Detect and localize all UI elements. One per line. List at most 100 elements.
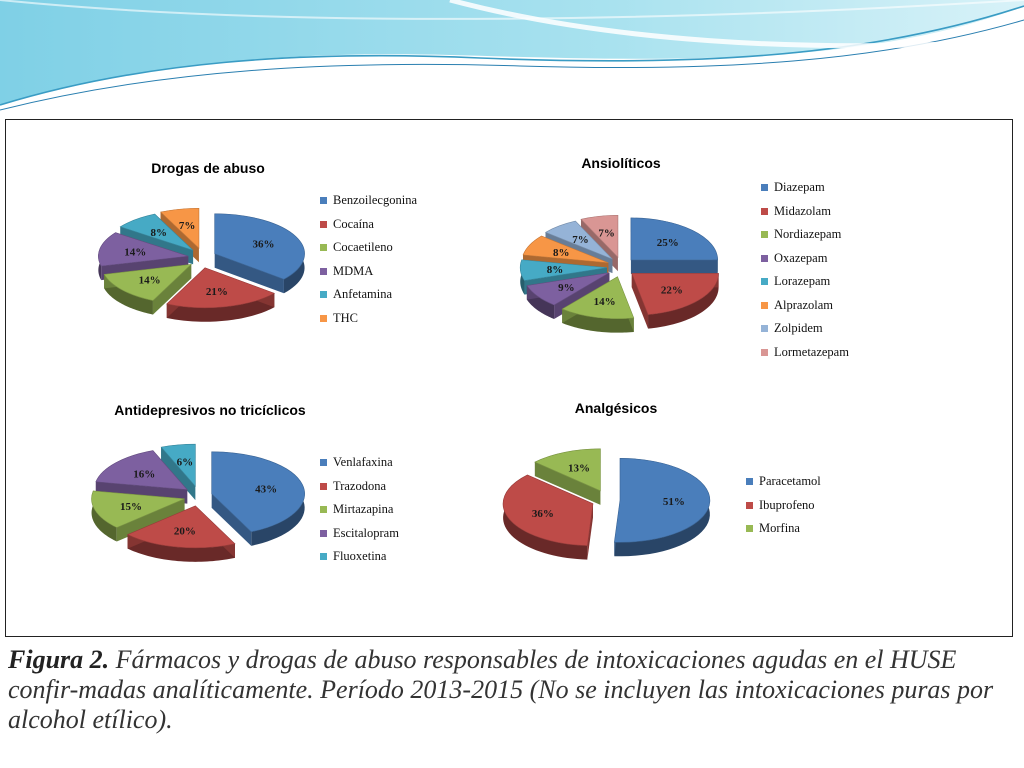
figure-caption: Figura 2. Fármacos y drogas de abuso res…: [8, 645, 1018, 735]
data-label: 14%: [124, 247, 146, 259]
chart-legend: Venlafaxina Trazodona Mirtazapina Escitalop…: [320, 451, 399, 569]
legend-swatch: [761, 301, 768, 309]
pie-chart-drogas-de-abuso: Drogas de abuso 36% 21% 14% 14% 8% 7% Benzoil…: [66, 155, 506, 385]
pie-slice-thc: [160, 207, 200, 249]
legend-label: Alprazolam: [774, 297, 834, 312]
data-label: 7%: [598, 228, 615, 240]
legend-item-mirtazapina: Mirtazapina: [320, 498, 399, 522]
legend-item-mdma: MDMA: [320, 260, 417, 284]
pie-slice-paracetamol: [614, 458, 711, 543]
legend-item-anfetamina: Anfetamina: [320, 283, 417, 307]
legend-label: Oxazepam: [774, 250, 828, 265]
legend-label: MDMA: [333, 263, 374, 278]
pie-slice-nordiazepam: [561, 276, 635, 319]
caption-text: Fármacos y drogas de abuso responsables …: [8, 645, 994, 734]
data-label: 36%: [532, 508, 554, 520]
legend-label: Mirtazapina: [333, 502, 394, 517]
pie-slice-cocaetileno: [103, 263, 193, 301]
legend-swatch: [320, 506, 327, 514]
legend-swatch: [320, 482, 327, 490]
legend-item-lorazepam: Lorazepam: [761, 270, 849, 294]
data-label: 14%: [139, 275, 161, 287]
legend-swatch: [746, 501, 753, 509]
data-label: 51%: [663, 496, 685, 508]
pie-slice-lormetazepam: [580, 214, 619, 258]
data-label: 7%: [572, 234, 589, 246]
legend-item-ibuprofeno: Ibuprofeno: [746, 494, 821, 518]
pie-slice-mirtazapina: [91, 490, 185, 528]
legend-swatch: [761, 254, 768, 262]
legend-item-fluoxetina: Fluoxetina: [320, 545, 399, 569]
data-label: 36%: [252, 239, 274, 251]
pie-plot: 51% 36% 13%: [502, 448, 711, 560]
legend-swatch: [320, 459, 327, 467]
pie-chart-ansioliticos: Ansiolíticos 25% 22% 14% 9% 8% 8% 7% 7% Diazepa…: [496, 155, 976, 385]
legend-swatch: [761, 231, 768, 239]
figure-frame: Drogas de abuso 36% 21% 14% 14% 8% 7% Benzoil…: [5, 119, 1013, 637]
pie-slice-trazodona: [126, 505, 236, 549]
legend-swatch: [746, 525, 753, 533]
pie-plot: 25%22%14%9%8%8%7%7%: [519, 214, 719, 333]
legend-swatch: [761, 207, 768, 215]
legend-swatch: [761, 278, 768, 286]
pie-slice-mdma: [98, 232, 189, 267]
caption-label: Figura 2.: [8, 645, 110, 674]
legend-label: Nordiazepam: [774, 227, 842, 242]
decorative-wave-header: [0, 0, 1024, 111]
pie-plot: 36% 21% 14% 14% 8% 7%: [98, 207, 305, 322]
pie-slice-benzoilecgonina: [214, 213, 305, 280]
legend-label: Escitalopram: [333, 525, 399, 540]
pie-slice-fluoxetina: [160, 443, 196, 487]
chart-legend: Benzoilecgonina Cocaína Cocaetileno MDMA Anf…: [320, 189, 417, 330]
legend-label: Zolpidem: [774, 321, 823, 336]
legend-label: Ibuprofeno: [759, 497, 815, 512]
pie-slice-alprazolam: [522, 235, 609, 264]
data-label: 8%: [547, 264, 564, 276]
legend-item-thc: THC: [320, 307, 417, 331]
legend-label: Midazolam: [774, 203, 831, 218]
pie-slice-oxazepam: [526, 272, 610, 306]
legend-item-diazepam: Diazepam: [761, 176, 849, 200]
legend-label: Morfina: [759, 521, 800, 536]
legend-label: Cocaína: [333, 216, 374, 231]
legend-label: Trazodona: [333, 478, 387, 493]
legend-item-morfina: Morfina: [746, 517, 821, 541]
pie-plot: 43% 20% 15% 16% 6%: [91, 443, 305, 562]
legend-swatch: [320, 291, 327, 299]
data-label: 15%: [120, 501, 142, 513]
pie-slice-morfina: [534, 448, 601, 492]
legend-label: Fluoxetina: [333, 549, 387, 564]
legend-item-cocaetileno: Cocaetileno: [320, 236, 417, 260]
data-label: 22%: [661, 284, 683, 296]
data-label: 7%: [179, 220, 196, 232]
pie-slice-midazolam: [631, 273, 719, 315]
chart-title: Ansiolíticos: [581, 155, 661, 171]
data-label: 43%: [255, 483, 277, 495]
legend-item-trazodona: Trazodona: [320, 475, 399, 499]
pie-slice-zolpidem: [544, 220, 613, 260]
legend-label: Lorazepam: [774, 274, 831, 289]
pie-slice-venlafaxina: [211, 451, 305, 533]
legend-label: Benzoilecgonina: [333, 193, 417, 208]
legend-label: Cocaetileno: [333, 240, 393, 255]
pie-chart-analgesicos: Analgésicos 51% 36% 13% Paracetamol Ibuprof…: [476, 400, 956, 600]
legend-swatch: [320, 244, 327, 252]
chart-legend: Paracetamol Ibuprofeno Morfina: [746, 470, 821, 541]
legend-swatch: [320, 220, 327, 228]
chart-title: Antidepresivos no tricíclicos: [114, 402, 306, 418]
pie-slice-cocaina: [166, 267, 276, 309]
data-label: 9%: [558, 282, 575, 294]
legend-swatch: [320, 553, 327, 561]
legend-label: Diazepam: [774, 180, 825, 195]
legend-label: Venlafaxina: [333, 455, 393, 470]
legend-swatch: [761, 325, 768, 333]
data-label: 13%: [568, 463, 590, 475]
legend-swatch: [746, 478, 753, 486]
legend-item-nordiazepam: Nordiazepam: [761, 223, 849, 247]
legend-item-escitalopram: Escitalopram: [320, 522, 399, 546]
legend-item-lormetazepam: Lormetazepam: [761, 341, 849, 365]
data-label: 25%: [657, 237, 679, 249]
pie-slice-diazepam: [630, 217, 718, 261]
data-label: 6%: [177, 456, 194, 468]
pie-slice-lorazepam: [519, 259, 608, 281]
